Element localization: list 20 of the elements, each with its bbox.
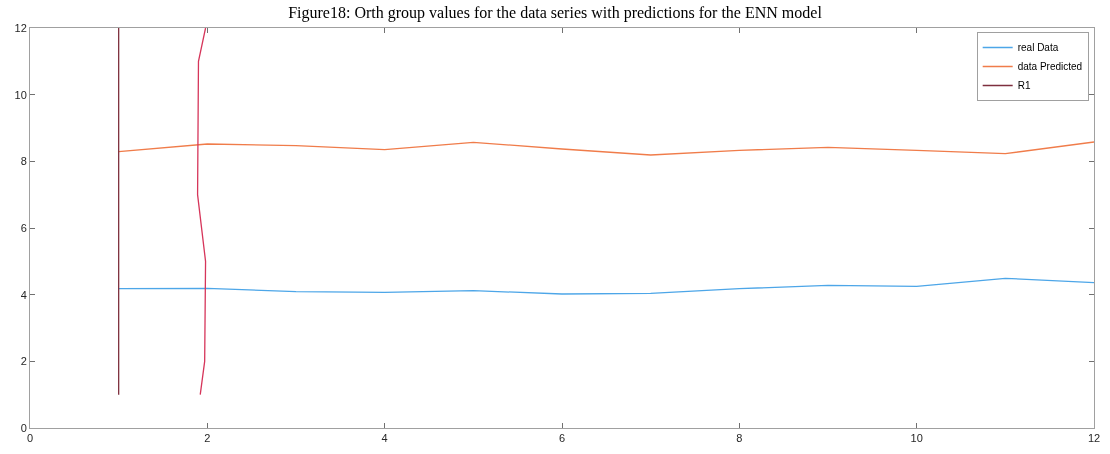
y-tick-label: 0 (20, 421, 27, 434)
y-tick-label: 8 (20, 155, 27, 168)
y-tick-label: 2 (20, 355, 27, 368)
x-tick-label: 6 (558, 432, 566, 445)
legend-label: R1 (1017, 80, 1031, 92)
x-tick-label: 8 (736, 432, 743, 445)
line-series (118, 141, 1094, 156)
y-tick-label: 6 (20, 221, 27, 234)
x-tick-label: 2 (204, 432, 211, 445)
chart-title: Figure18: Orth group values for the data series with predictions for the ENN model (288, 4, 823, 23)
y-tick-label: 10 (14, 88, 27, 101)
legend-label: real Data (1017, 42, 1059, 54)
x-tick-label: 4 (381, 432, 388, 445)
y-tick-label: 4 (20, 288, 27, 301)
legend-label: data Predicted (1017, 61, 1083, 73)
y-tick-label: 12 (14, 21, 27, 34)
x-tick-label: 12 (1087, 432, 1101, 445)
line-series (196, 28, 207, 396)
x-tick-label: 10 (910, 432, 923, 445)
line-series (118, 277, 1094, 295)
